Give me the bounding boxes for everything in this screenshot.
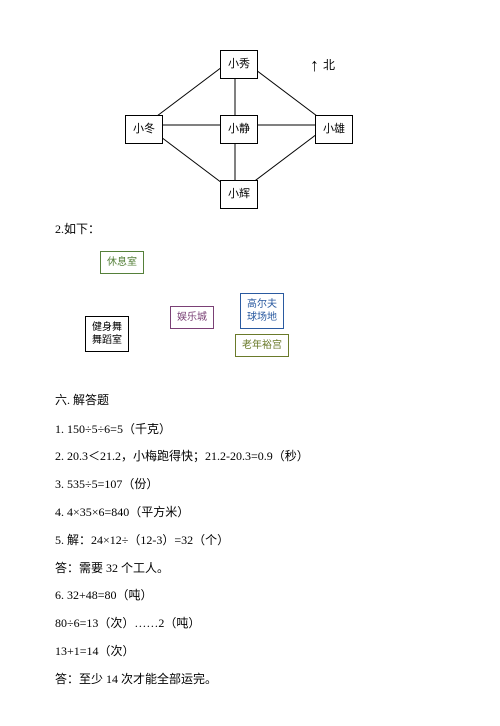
compass-north: ↑ 北 <box>310 48 335 82</box>
node-right-label: 小雄 <box>323 123 345 135</box>
facility-box-1: 娱乐城 <box>170 306 214 329</box>
node-center: 小静 <box>220 115 258 144</box>
node-bottom-label: 小辉 <box>228 188 250 200</box>
answer-line-1: 2. 20.3＜21.2，小梅跑得快；21.2-20.3=0.9（秒） <box>55 445 445 468</box>
answer-line-3: 4. 4×35×6=840（平方米） <box>55 501 445 524</box>
facilities-layout: 休息室娱乐城 高尔夫球场地健身舞舞蹈室老年裕宫 <box>55 251 445 371</box>
facility-box-3: 健身舞舞蹈室 <box>85 316 129 352</box>
facility-box-0: 休息室 <box>100 251 144 274</box>
node-left: 小冬 <box>125 115 163 144</box>
line-2-intro: 2.如下： <box>55 218 445 241</box>
answer-line-4: 5. 解：24×12÷（12-3）=32（个） <box>55 529 445 552</box>
answer-line-8: 13+1=14（次） <box>55 640 445 663</box>
node-center-label: 小静 <box>228 123 250 135</box>
answer-line-6: 6. 32+48=80（吨） <box>55 584 445 607</box>
node-top: 小秀 <box>220 50 258 79</box>
north-arrow-icon: ↑ <box>310 48 319 82</box>
node-right: 小雄 <box>315 115 353 144</box>
answer-line-0: 1. 150÷5÷6=5（千克） <box>55 418 445 441</box>
answers-block: 1. 150÷5÷6=5（千克） 2. 20.3＜21.2，小梅跑得快；21.2-… <box>55 418 445 691</box>
node-bottom: 小辉 <box>220 180 258 209</box>
section-title: 六. 解答题 <box>55 389 445 412</box>
answer-line-2: 3. 535÷5=107（份） <box>55 473 445 496</box>
relationship-diagram: 小秀 小冬 小静 小雄 小辉 ↑ 北 <box>85 40 445 215</box>
facility-box-4: 老年裕宫 <box>235 334 289 357</box>
page-content: 小秀 小冬 小静 小雄 小辉 ↑ 北 2.如下： 休息室娱乐城 高尔夫球场地健身舞… <box>0 0 500 726</box>
answer-line-5: 答：需要 32 个工人。 <box>55 557 445 580</box>
node-left-label: 小冬 <box>133 123 155 135</box>
facility-box-2: 高尔夫球场地 <box>240 293 284 329</box>
answer-line-7: 80÷6=13（次）……2（吨） <box>55 612 445 635</box>
compass-label: 北 <box>323 54 335 77</box>
answer-line-9: 答：至少 14 次才能全部运完。 <box>55 668 445 691</box>
node-top-label: 小秀 <box>228 58 250 70</box>
